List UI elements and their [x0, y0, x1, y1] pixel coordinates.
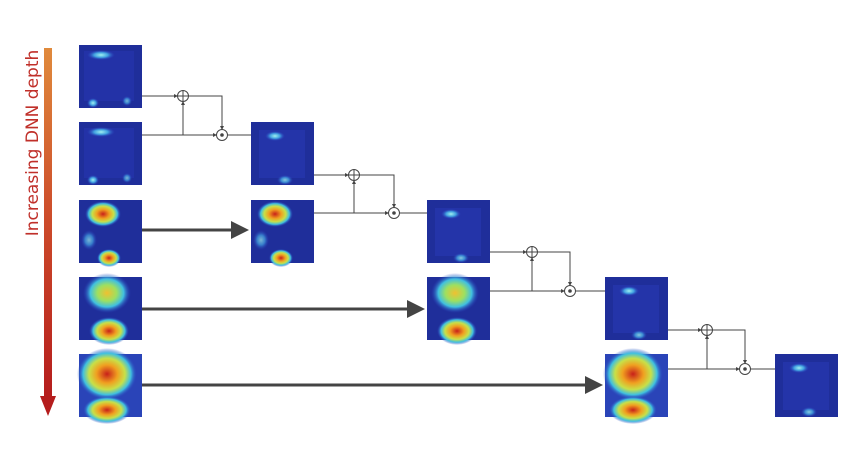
multiply-operator-dot [568, 289, 572, 293]
heatmap [77, 348, 142, 424]
depth-arrow-shaft [44, 48, 52, 398]
heatmap [775, 354, 838, 417]
multiply-operator-dot [743, 367, 747, 371]
heatmap [79, 45, 142, 108]
heatmaps [77, 45, 838, 424]
heatmap [79, 200, 142, 267]
heatmap [251, 200, 314, 267]
connector [538, 251, 572, 286]
heatmap [427, 200, 490, 263]
add-operator-sign [348, 169, 360, 181]
depth-arrow-head [40, 396, 56, 416]
heatmap [79, 273, 142, 345]
connector [360, 174, 396, 208]
add-operator-sign [177, 90, 189, 102]
heatmap [603, 348, 668, 424]
connector [713, 329, 747, 364]
add-operator-sign [701, 324, 713, 336]
heatmap [79, 122, 142, 185]
connector [189, 95, 224, 130]
heatmap [427, 273, 490, 345]
add-operator-sign [526, 246, 538, 258]
connections [142, 90, 775, 394]
multiply-operator-dot [392, 211, 396, 215]
depth-label: Increasing DNN depth [23, 50, 43, 237]
multiply-operator-dot [220, 133, 224, 137]
heatmap [605, 277, 668, 340]
heatmap [251, 122, 314, 185]
